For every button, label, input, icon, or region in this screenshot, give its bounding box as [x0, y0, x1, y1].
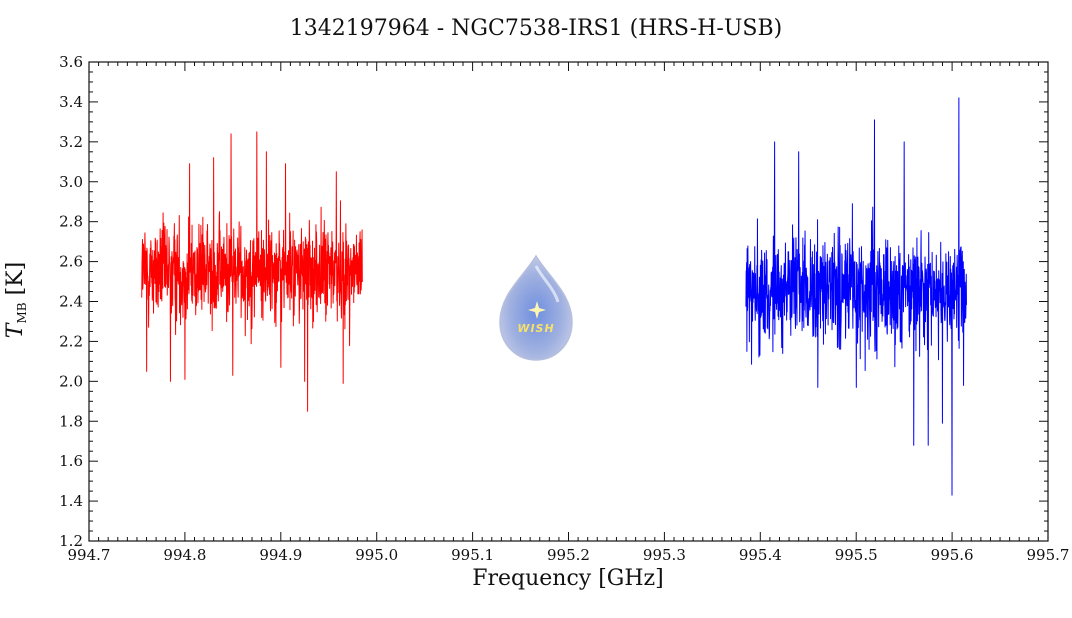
y-tick-label: 3.2	[59, 133, 83, 151]
wish-logo-drop-icon	[499, 254, 573, 361]
chart-title: 1342197964 - NGC7538-IRS1 (HRS-H-USB)	[289, 16, 783, 41]
y-axis-label-subscript: MB	[15, 302, 29, 324]
wish-logo-text: WISH	[517, 322, 555, 335]
y-axis-label-unit: [K]	[3, 261, 28, 296]
y-tick-label: 1.6	[59, 452, 83, 470]
x-tick-label: 995.0	[355, 546, 398, 564]
x-tick-label: 995.1	[451, 546, 494, 564]
x-tick-label: 994.7	[68, 546, 111, 564]
x-tick-label: 995.2	[547, 546, 590, 564]
x-tick-label: 994.8	[163, 546, 206, 564]
x-tick-label: 995.5	[835, 546, 878, 564]
x-tick-label: 995.4	[739, 546, 782, 564]
y-tick-label: 1.2	[59, 532, 83, 550]
y-tick-label: 2.8	[59, 213, 83, 231]
y-tick-label: 3.4	[59, 93, 83, 111]
spectrum-series-blue	[745, 97, 967, 496]
y-tick-label: 2.6	[59, 253, 83, 271]
ticks-layer: 994.7 994.8 994.9 995.0 995.1 995.2 995.3 995.4…	[59, 53, 1069, 564]
x-axis-label: Frequency [GHz]	[472, 566, 664, 591]
y-axis-label: TMB [K]	[3, 262, 29, 338]
y-tick-label: 2.0	[59, 372, 83, 390]
y-tick-label: 3.6	[59, 53, 83, 71]
x-tick-label: 994.9	[259, 546, 302, 564]
series-layer	[141, 97, 967, 496]
x-tick-label: 995.3	[643, 546, 686, 564]
y-tick-label: 2.2	[59, 332, 83, 350]
y-tick-label: 1.4	[59, 492, 83, 510]
y-axis-label-symbol: T	[3, 323, 28, 339]
y-tick-label: 2.4	[59, 293, 83, 311]
y-tick-label: 3.0	[59, 173, 83, 191]
x-tick-label: 995.6	[931, 546, 974, 564]
y-tick-label: 1.8	[59, 412, 83, 430]
spectrum-series-red	[141, 131, 363, 412]
x-tick-label: 995.7	[1027, 546, 1070, 564]
